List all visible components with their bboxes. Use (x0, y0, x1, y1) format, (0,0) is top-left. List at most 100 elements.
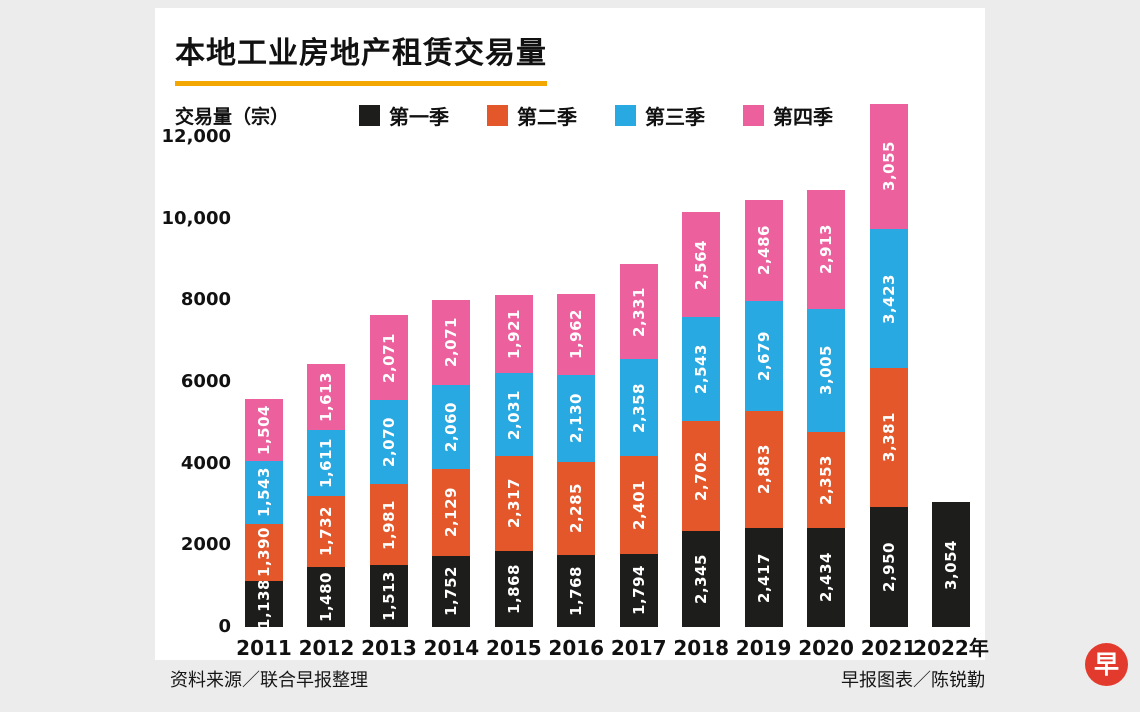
y-tick-label: 2000 (180, 534, 231, 556)
bar-value-label: 1,732 (317, 506, 336, 557)
bar-value-label: 2,129 (442, 487, 461, 538)
source-note: 资料来源／联合早报整理 (170, 670, 368, 691)
bar-value-label: 1,981 (379, 499, 398, 550)
bar-segment: 2,358 (619, 359, 658, 456)
bar-2014: 1,752 2,129 2,060 2,071 2014 (424, 299, 479, 660)
bar-value-label: 1,611 (317, 438, 336, 488)
meta-row: 交易量（宗） 第一季 第二季 第三季 第四季 (175, 101, 965, 130)
bar-value-label: 2,702 (692, 451, 711, 502)
legend-swatch (487, 105, 509, 126)
bar-value-label: 1,921 (504, 309, 523, 359)
bar-segment: 1,504 (245, 399, 283, 461)
bar-value-label: 2,331 (629, 286, 648, 337)
bar-segment: 2,950 (869, 506, 908, 627)
legend-swatch (615, 105, 637, 126)
bar-value-label: 2,071 (442, 317, 461, 368)
bar-segment: 2,679 (744, 301, 783, 411)
x-axis-label: 2018 (673, 636, 730, 660)
bar-value-label: 1,480 (317, 571, 336, 622)
legend-swatch (359, 105, 381, 126)
bar-segment: 1,543 (245, 460, 283, 524)
x-axis-label: 2017 (610, 636, 667, 660)
legend-item: 第二季 (487, 101, 577, 130)
bar-segment: 1,752 (432, 555, 471, 627)
y-tick-label: 4000 (180, 452, 231, 474)
bar-segment: 3,054 (931, 502, 970, 627)
bar-2018: 2,345 2,702 2,543 2,564 2018 (673, 212, 729, 660)
bar-segment: 1,611 (307, 430, 346, 496)
bar-segment: 2,883 (744, 410, 783, 529)
x-axis-label: 2011 (236, 636, 292, 660)
bar-segment: 1,480 (307, 566, 346, 627)
bar-value-label: 2,679 (754, 330, 773, 381)
bar-value-label: 2,883 (754, 444, 773, 495)
plot-area: 0 2000 4000 6000 8000 10,000 12,000 1,138 1,390… (155, 103, 989, 660)
bar-value-label: 2,353 (817, 454, 836, 505)
bar-2011: 1,138 1,390 1,543 1,504 2011 (236, 399, 292, 660)
bar-value-label: 1,613 (317, 372, 336, 423)
bar-2015: 1,868 2,317 2,031 1,921 2015 (486, 294, 542, 660)
bar-value-label: 3,423 (879, 273, 898, 324)
bar-segment: 2,401 (619, 455, 658, 554)
legend: 第一季 第二季 第三季 第四季 (359, 101, 833, 130)
bar-segment: 3,005 (807, 308, 846, 432)
logo-glyph: 早 (1093, 650, 1119, 679)
bar-segment: 1,768 (557, 554, 596, 627)
bar-value-label: 1,138 (255, 578, 273, 629)
x-axis-label: 2021 (860, 636, 917, 660)
bar-segment: 1,921 (494, 294, 533, 374)
legend-item: 第四季 (743, 101, 833, 130)
legend-item: 第三季 (615, 101, 705, 130)
legend-label: 第四季 (773, 105, 834, 129)
bar-segment: 2,345 (682, 531, 721, 627)
y-tick-label: 6000 (180, 371, 231, 392)
bar-value-label: 2,345 (692, 554, 711, 605)
x-axis-label: 2015 (485, 636, 542, 660)
bar-segment: 1,513 (369, 565, 408, 627)
bar-value-label: 3,055 (879, 141, 898, 192)
bar-value-label: 1,962 (567, 309, 586, 360)
bar-segment: 2,071 (369, 315, 408, 400)
bar-2021: 2,950 3,381 3,423 3,055 2021 (861, 103, 916, 660)
bar-value-label: 2,285 (567, 483, 586, 534)
y-axis-unit-label: 交易量（宗） (175, 106, 290, 128)
x-axis-label: 2012 (298, 636, 355, 660)
bar-segment: 2,060 (432, 384, 471, 469)
bar-segment: 2,434 (807, 527, 846, 627)
bar-2022: 3,054 2022年 (913, 502, 989, 660)
bar-value-label: 1,504 (255, 405, 273, 455)
bar-segment: 1,390 (245, 523, 283, 581)
bar-value-label: 2,543 (692, 344, 711, 394)
bar-segment: 1,962 (557, 294, 596, 375)
bar-value-label: 2,913 (817, 224, 836, 275)
bar-segment: 1,981 (369, 484, 408, 566)
y-tick-label: 10,000 (161, 207, 231, 229)
bar-value-label: 1,513 (379, 571, 398, 622)
bar-2019: 2,417 2,883 2,679 2,486 2019 (736, 199, 791, 660)
bar-segment: 2,564 (682, 212, 721, 318)
bars: 1,138 1,390 1,543 1,504 2011 1,480 1,732 1,611 1… (236, 103, 989, 660)
bar-value-label: 1,543 (255, 467, 273, 518)
bar-segment: 1,138 (245, 578, 283, 629)
bar-segment: 2,702 (682, 420, 721, 532)
bar-segment: 2,130 (557, 374, 596, 462)
bar-value-label: 3,005 (817, 345, 836, 396)
bar-segment: 3,381 (869, 368, 908, 507)
x-axis-label: 2013 (361, 636, 417, 660)
y-tick-label: 0 (218, 616, 231, 637)
legend-label: 第三季 (645, 105, 706, 129)
bar-2012: 1,480 1,732 1,611 1,613 2012 (299, 364, 354, 660)
bar-2020: 2,434 2,353 3,005 2,913 2020 (798, 189, 854, 660)
bar-segment: 2,031 (494, 373, 533, 457)
bar-segment: 2,331 (619, 264, 658, 360)
bar-value-label: 2,486 (754, 225, 773, 276)
y-tick-label: 8000 (180, 289, 231, 311)
bar-segment: 2,486 (744, 199, 783, 302)
bar-segment: 3,055 (869, 103, 908, 229)
bar-value-label: 1,768 (567, 565, 586, 616)
bar-value-label: 2,060 (442, 401, 461, 452)
bar-segment: 2,070 (369, 399, 408, 485)
bar-value-label: 2,317 (504, 478, 523, 529)
bar-segment: 2,129 (432, 468, 471, 556)
